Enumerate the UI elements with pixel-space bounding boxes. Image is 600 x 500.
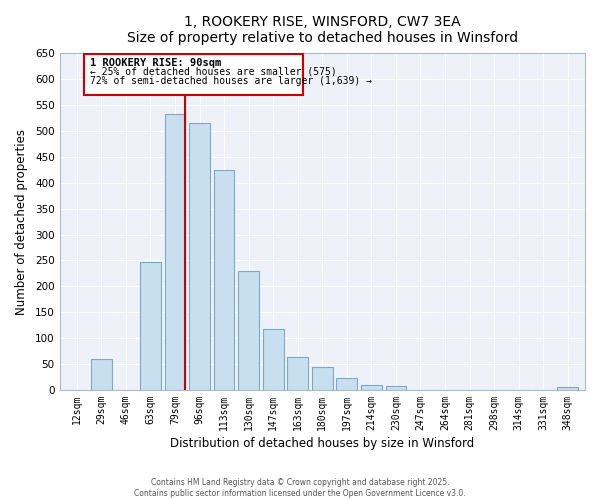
FancyBboxPatch shape [84, 54, 302, 94]
Bar [189, 123, 210, 390]
Text: 1 ROOKERY RISE: 90sqm: 1 ROOKERY RISE: 90sqm [90, 58, 221, 68]
Bar [287, 358, 308, 390]
Text: 72% of semi-detached houses are larger (1,639) →: 72% of semi-detached houses are larger (… [90, 76, 372, 86]
Bar [263, 329, 284, 390]
Title: 1, ROOKERY RISE, WINSFORD, CW7 3EA
Size of property relative to detached houses : 1, ROOKERY RISE, WINSFORD, CW7 3EA Size … [127, 15, 518, 45]
Bar [238, 271, 259, 390]
Bar [164, 114, 185, 390]
X-axis label: Distribution of detached houses by size in Winsford: Distribution of detached houses by size … [170, 437, 475, 450]
Y-axis label: Number of detached properties: Number of detached properties [15, 128, 28, 314]
Text: Contains HM Land Registry data © Crown copyright and database right 2025.
Contai: Contains HM Land Registry data © Crown c… [134, 478, 466, 498]
Bar [140, 262, 161, 390]
Bar [337, 378, 357, 390]
Bar [386, 386, 406, 390]
Bar [557, 388, 578, 390]
Bar [361, 385, 382, 390]
Bar [214, 170, 235, 390]
Text: ← 25% of detached houses are smaller (575): ← 25% of detached houses are smaller (57… [90, 67, 337, 77]
Bar [91, 359, 112, 390]
Bar [312, 366, 333, 390]
